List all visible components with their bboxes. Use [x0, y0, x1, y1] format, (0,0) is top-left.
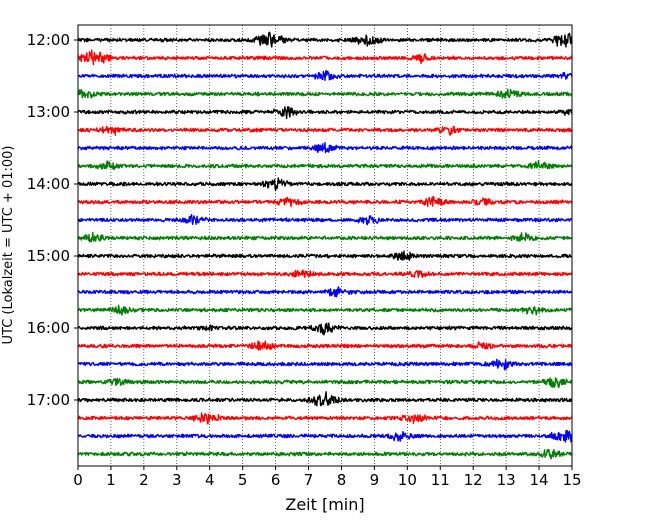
x-tick-label: 0: [73, 471, 83, 489]
x-tick-label: 8: [337, 471, 347, 489]
seismogram-trace: [77, 448, 573, 460]
x-tick-label: 14: [530, 471, 549, 489]
y-tick-label: 17:00: [27, 391, 70, 409]
seismogram-trace: [77, 429, 573, 443]
x-tick-label: 15: [562, 471, 581, 489]
y-tick-label: 15:00: [27, 247, 70, 265]
seismogram-trace: [77, 231, 573, 243]
seismogram-trace: [77, 31, 573, 48]
seismogram-trace: [77, 106, 573, 120]
seismogram-trace: [77, 125, 573, 136]
x-tick-label: 4: [205, 471, 215, 489]
trace-layer: [77, 31, 573, 460]
y-axis-label: UTC (Lokalzeit = UTC + 01:00): [1, 146, 16, 345]
seismogram-trace: [77, 177, 573, 192]
x-tick-label: 12: [464, 471, 483, 489]
seismogram-trace: [77, 322, 573, 336]
y-tick-label: 12:00: [27, 31, 70, 49]
seismogram-trace: [77, 88, 573, 99]
seismogram-trace: [77, 160, 573, 171]
seismogram-trace: [77, 391, 573, 407]
seismogram-trace: [77, 304, 573, 316]
seismogram-trace: [77, 340, 573, 351]
x-tick-label: 5: [238, 471, 248, 489]
y-tick-label: 16:00: [27, 319, 70, 337]
seismogram-trace: [77, 49, 573, 66]
x-tick-label: 9: [370, 471, 380, 489]
x-tick-label: 10: [398, 471, 417, 489]
y-axis-ticks: 12:00 13:00 14:00 15:00 16:00 17:00: [27, 31, 78, 409]
seismogram-trace: [77, 377, 573, 389]
seismogram-trace: [77, 69, 573, 81]
x-axis-label: Zeit [min]: [285, 495, 364, 514]
x-tick-label: 11: [431, 471, 450, 489]
x-tick-label: 7: [304, 471, 314, 489]
seismogram-trace: [77, 250, 573, 261]
x-tick-label: 3: [172, 471, 182, 489]
seismogram-trace: [77, 142, 573, 154]
x-tick-label: 2: [139, 471, 149, 489]
x-tick-label: 13: [497, 471, 516, 489]
y-tick-label: 14:00: [27, 175, 70, 193]
seismogram-trace: [77, 195, 573, 208]
seismogram-trace: [77, 269, 573, 278]
seismogram-trace: [77, 214, 573, 226]
x-tick-label: 6: [271, 471, 281, 489]
plot-frame: [77, 24, 573, 467]
x-axis-ticks: 0 1 2 3 4 5 6 7 8 9 10 11 12 13 14 15: [73, 466, 582, 489]
seismogram-trace: [77, 286, 573, 298]
y-tick-label: 13:00: [27, 103, 70, 121]
x-tick-label: 1: [106, 471, 116, 489]
seismogram-trace: [77, 412, 573, 425]
seismogram-trace: [77, 358, 573, 371]
